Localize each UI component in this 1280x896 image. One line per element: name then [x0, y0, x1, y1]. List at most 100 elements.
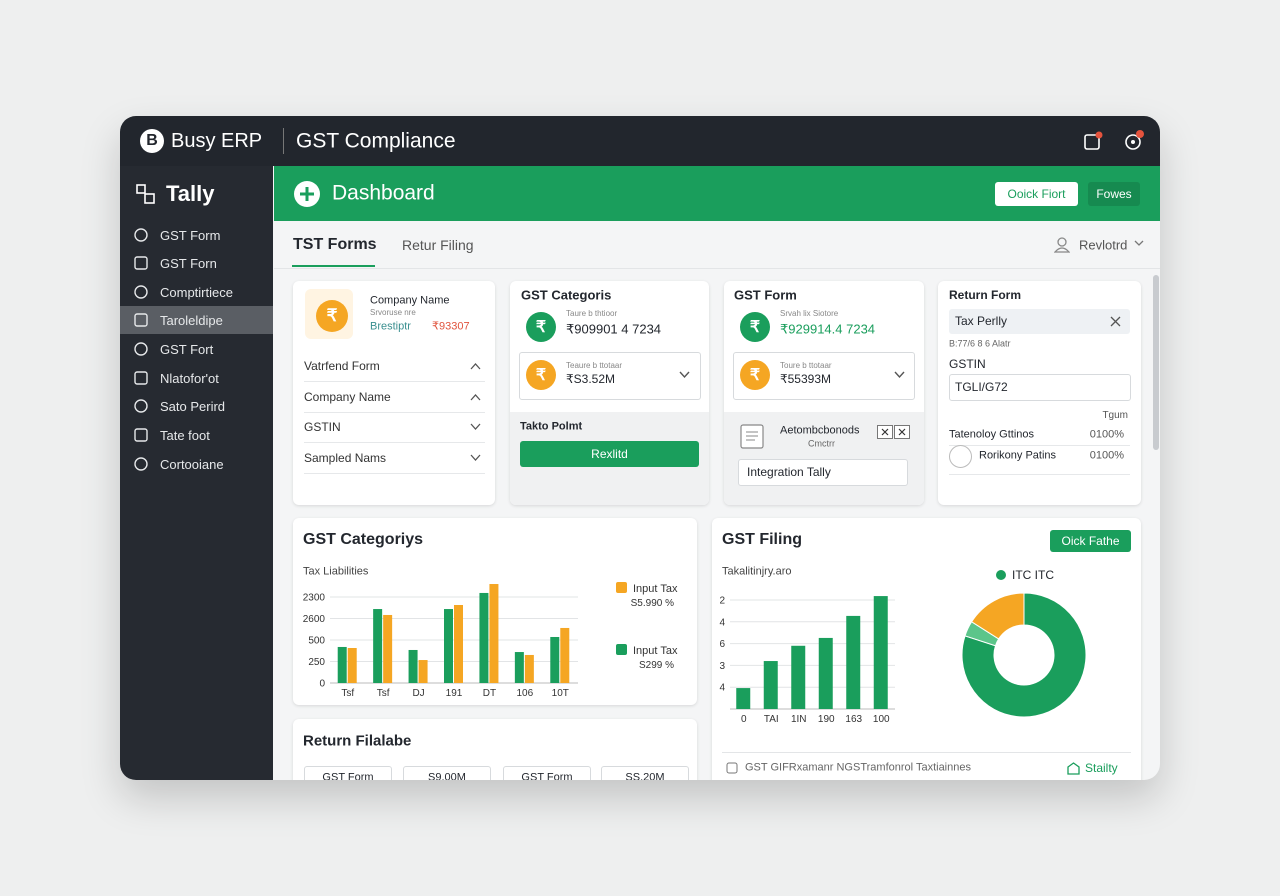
- sidebar-item[interactable]: Sato Perird: [120, 392, 273, 420]
- card-title: GST Categoris: [521, 287, 612, 303]
- header-button[interactable]: Fowes: [1088, 182, 1140, 206]
- icon-shape: [134, 428, 148, 442]
- chevron: [679, 371, 690, 379]
- field-box[interactable]: GST Form: [304, 766, 392, 780]
- sidebar-item[interactable]: Taroleldipe: [120, 306, 273, 334]
- field-value: GST Form: [322, 771, 374, 780]
- sidebar-label: GST Forn: [160, 255, 217, 271]
- icon-shape: [134, 399, 148, 413]
- sidebar-item[interactable]: Comptirtiece: [120, 278, 273, 306]
- item-label: Srvah lix Siotore: [780, 309, 839, 318]
- field-value: S9.00M: [428, 771, 466, 780]
- sidebar-item[interactable]: Nlatofor'ot: [120, 364, 273, 392]
- categories-card: GST Categoris ₹ Taure b thtioor ₹909901 …: [510, 281, 709, 505]
- sidebar: Tally GST Form GST Forn Comptirtiece Tarole…: [120, 166, 273, 780]
- field-box[interactable]: SS.20M: [601, 766, 689, 780]
- chevron: [470, 363, 481, 370]
- chevron: [470, 423, 481, 430]
- field-label: GSTIN: [949, 357, 986, 371]
- input-value: TGLI/G72: [955, 380, 1008, 394]
- rupee-icon: ₹: [316, 300, 348, 332]
- form-card: GST Form ₹ Srvah lix Siotore ₹929914.4 7…: [724, 281, 924, 505]
- icon-shape: [134, 285, 148, 299]
- chevron: [470, 454, 481, 461]
- tab-bar: TST Forms Retur Filing Revlotrd: [274, 221, 1160, 269]
- doc-icon: [740, 424, 764, 449]
- chart-button[interactable]: Oick Fathe: [1050, 530, 1131, 552]
- chart-subtitle: Tax Liabilities: [303, 565, 369, 578]
- sidebar-label: GST Fort: [160, 341, 214, 357]
- field-box[interactable]: S9.00M: [403, 766, 491, 780]
- form-row[interactable]: GSTIN: [304, 412, 485, 443]
- company-amount: ₹93307: [432, 320, 470, 333]
- user-name[interactable]: Revlotrd: [1079, 237, 1128, 253]
- header-button[interactable]: Ooick Fiort: [995, 182, 1078, 206]
- sidebar-title: Tally: [166, 181, 215, 206]
- item-label: Teaure b ttotaar: [566, 361, 623, 370]
- row-label: GSTIN: [304, 420, 341, 434]
- module-title: GST Compliance: [296, 129, 456, 153]
- footer-link[interactable]: Stailty: [1085, 761, 1118, 775]
- section-button[interactable]: Rexlitd: [520, 441, 699, 467]
- separator: [949, 445, 1130, 446]
- sidebar-label: Comptirtiece: [160, 284, 233, 300]
- chart-subtitle: Takalitinjry.aro: [722, 565, 792, 578]
- icon-shape: [134, 256, 148, 270]
- return-card: Return Form Tax Perlly B:77/6 8 6 Alatr …: [938, 281, 1141, 505]
- divider: [283, 128, 284, 154]
- chip-close[interactable]: [1110, 316, 1121, 327]
- chevron-line: [470, 363, 481, 370]
- tally-icon: [136, 184, 155, 204]
- company-card: ₹ Company Name Srvoruse nre Brestiptr ₹9…: [293, 281, 495, 505]
- section-title: Takto Polmt: [520, 420, 583, 433]
- icon-shape: [134, 313, 148, 327]
- sidebar-item[interactable]: GST Form: [120, 221, 273, 249]
- top-bar: B Busy ERP GST Compliance: [120, 116, 1160, 166]
- sidebar-item[interactable]: Cortooiane: [120, 450, 273, 478]
- row-label: Rorikony Patins: [979, 449, 1057, 462]
- rupee-icon: ₹: [740, 312, 770, 342]
- item-amount: ₹909901 4 7234: [566, 321, 662, 337]
- tab[interactable]: Retur Filing: [402, 237, 474, 253]
- liabilities-card: GST Categoriys Tax Liabilities: [293, 518, 697, 705]
- icon-shape: [134, 457, 148, 471]
- item-amount: ₹929914.4 7234: [780, 321, 876, 337]
- sidebar-item[interactable]: Tate foot: [120, 421, 273, 449]
- icon-shape: [134, 342, 148, 356]
- card-title: Return Filalabe: [303, 732, 412, 750]
- chip[interactable]: Tax Perlly: [949, 309, 1130, 334]
- form-row[interactable]: Company Name: [304, 382, 485, 413]
- sidebar-icon: [134, 428, 148, 442]
- row-value: 0100%: [1089, 428, 1124, 441]
- item-amount: ₹55393M: [780, 372, 831, 386]
- icon-shape: [134, 371, 148, 385]
- tab-underline: [292, 265, 375, 267]
- scrollbar[interactable]: [1153, 275, 1159, 450]
- legend-label: ITC ITC: [1012, 568, 1054, 582]
- field-value: GST Form: [521, 771, 573, 780]
- legend-dot: [996, 570, 1006, 580]
- radio[interactable]: [949, 445, 972, 468]
- item-label: Toure b ttotaar: [780, 361, 832, 370]
- close-buttons[interactable]: [877, 425, 911, 440]
- sidebar-item[interactable]: GST Forn: [120, 249, 273, 277]
- form-row[interactable]: Sampled Nams: [304, 443, 485, 474]
- sidebar-icon: [134, 228, 148, 242]
- sidebar-item[interactable]: GST Fort: [120, 335, 273, 363]
- text-input[interactable]: Integration Tally: [738, 459, 908, 486]
- text-input[interactable]: TGLI/G72: [949, 374, 1131, 401]
- rupee-icon: ₹: [526, 312, 556, 342]
- field-value: SS.20M: [625, 771, 665, 780]
- header-title: Dashboard: [332, 181, 435, 205]
- row-value: 0100%: [1089, 449, 1124, 462]
- rupee-icon: ₹: [740, 360, 770, 390]
- form-row[interactable]: Vatrfend Form: [304, 351, 485, 382]
- tab[interactable]: TST Forms: [293, 236, 377, 253]
- footer-text: GST GIFRxamanr NGSTramfonrol Taxtiainnes: [745, 761, 971, 774]
- field-box[interactable]: GST Form: [503, 766, 591, 780]
- header: Dashboard Ooick Fiort Fowes: [274, 166, 1160, 221]
- top-icons[interactable]: [1082, 129, 1152, 155]
- return-filable-card: Return Filalabe GST Form S9.00M GST Form SS…: [293, 719, 697, 780]
- sidebar-icon: [134, 342, 148, 356]
